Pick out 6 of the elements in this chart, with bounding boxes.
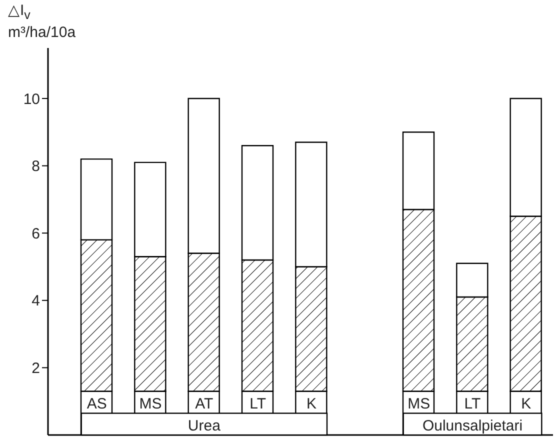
y-tick-label: 2 xyxy=(32,360,40,378)
y-tick-label: 10 xyxy=(23,90,40,108)
y-tick-label: 4 xyxy=(32,292,40,310)
y-tick-label: 6 xyxy=(32,225,40,242)
y-axis-title: △I$_{v}$ m³/ha/10a xyxy=(8,2,76,41)
y-tick-label: 8 xyxy=(32,158,40,176)
